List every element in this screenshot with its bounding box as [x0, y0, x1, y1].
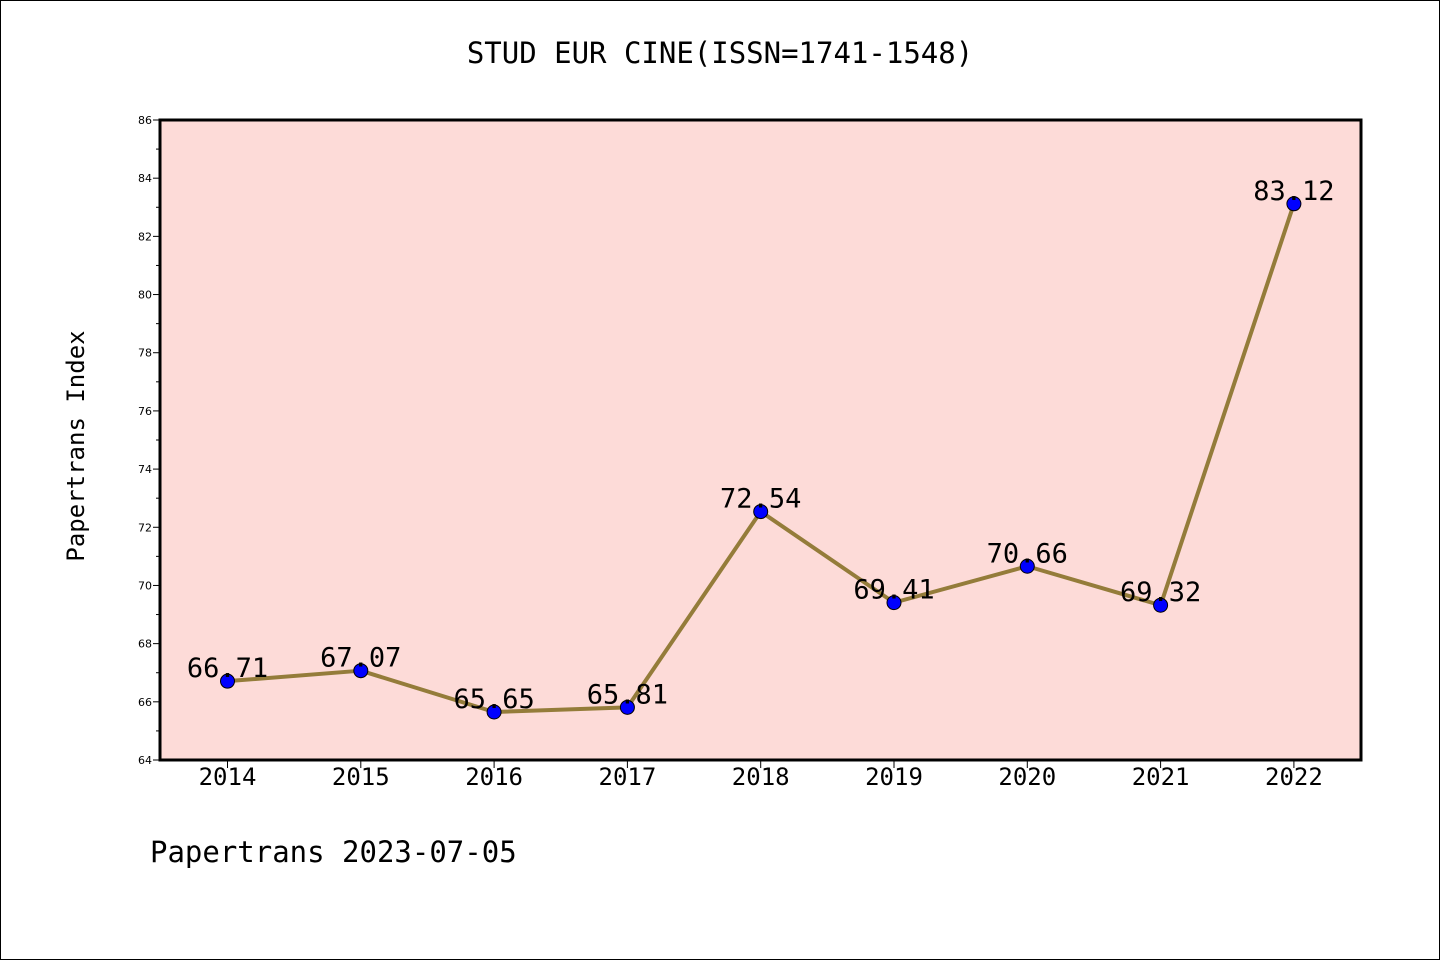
x-tick-label: 2021	[1132, 763, 1190, 791]
data-point	[753, 504, 769, 520]
plot-area	[160, 120, 1361, 760]
y-tick-label: 86	[138, 114, 152, 127]
data-point	[220, 673, 235, 689]
y-tick-label: 82	[138, 230, 152, 243]
y-tick-label: 70	[138, 579, 152, 592]
x-tick-label: 2018	[732, 763, 790, 791]
x-tick-label: 2014	[199, 763, 257, 791]
y-tick-label: 80	[138, 289, 152, 302]
x-tick-label: 2022	[1265, 763, 1323, 791]
plot-border	[158, 118, 1363, 762]
data-label: 66.71	[187, 653, 268, 684]
data-label: 70.66	[987, 538, 1068, 569]
x-tick-label: 2017	[599, 763, 657, 791]
data-label: 83.12	[1253, 176, 1334, 207]
data-label: 67.07	[320, 643, 401, 674]
series-group: 66.71 67.07 65.65 65.81 72.54 69.41 70.66 69.32…	[187, 176, 1335, 720]
data-label: 69.41	[853, 575, 934, 606]
x-tick-label: 2019	[865, 763, 923, 791]
x-tick-label: 2016	[465, 763, 523, 791]
y-tick-label: 68	[138, 638, 152, 651]
y-tick-label: 76	[138, 405, 152, 418]
y-axis: 64 66 68 70 72 74 76 78 80 82 84 86	[138, 114, 160, 767]
y-tick-label: 78	[138, 347, 152, 360]
x-axis: 2014 2015 2016 2017 2018 2019 2020 2021 2022	[199, 760, 1323, 791]
y-tick-label: 72	[138, 521, 152, 534]
data-point	[886, 595, 902, 611]
y-tick-label: 74	[138, 463, 152, 476]
data-point	[1286, 196, 1302, 212]
data-point	[486, 704, 502, 720]
data-label: 69.32	[1120, 577, 1201, 608]
data-label: 72.54	[720, 484, 801, 515]
x-tick-label: 2015	[332, 763, 390, 791]
data-point	[353, 663, 369, 679]
y-tick-label: 66	[138, 696, 152, 709]
data-point	[1153, 597, 1169, 613]
data-point	[619, 699, 635, 715]
footer-credit: Papertrans 2023-07-05	[150, 835, 517, 869]
data-label: 65.81	[587, 679, 668, 710]
y-tick-label: 84	[138, 172, 152, 185]
chart-title: STUD EUR CINE(ISSN=1741-1548)	[466, 36, 974, 70]
x-tick-label: 2020	[998, 763, 1056, 791]
data-point	[1019, 558, 1035, 574]
y-tick-label: 64	[138, 754, 152, 767]
data-label: 65.65	[453, 684, 534, 715]
